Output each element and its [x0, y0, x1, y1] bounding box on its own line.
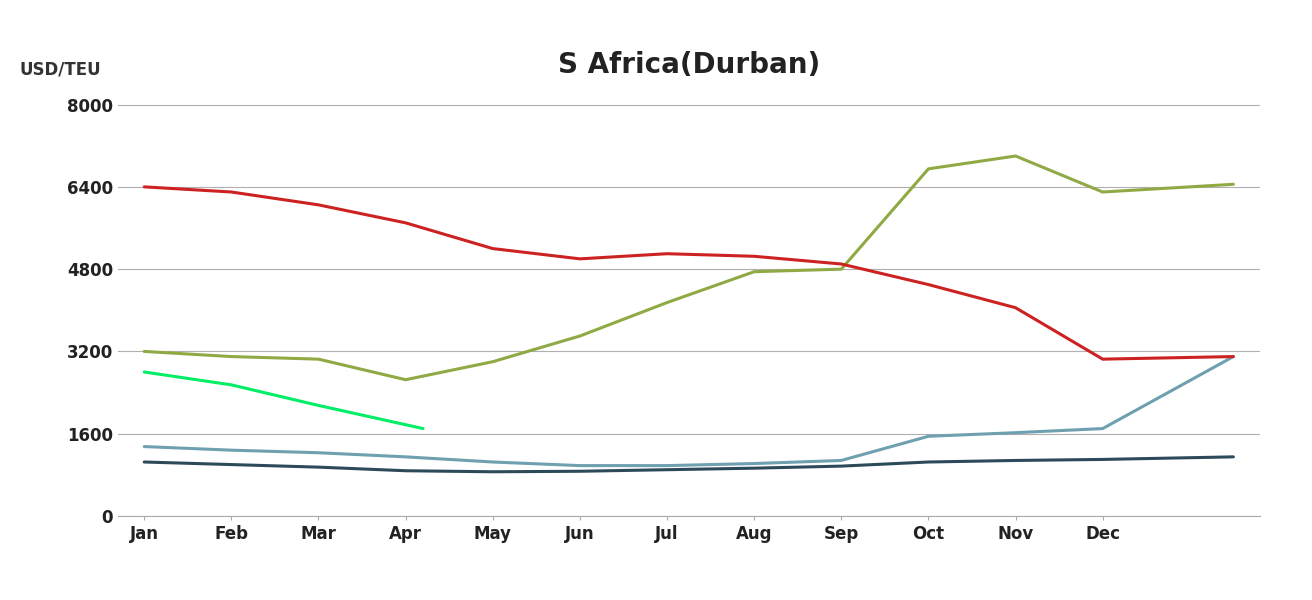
- 2019: [398, 467, 413, 475]
- 2021: [1225, 181, 1241, 188]
- 2020: [311, 449, 327, 457]
- 2020: [572, 462, 588, 469]
- 2022: [659, 250, 674, 257]
- 2020: [921, 433, 937, 440]
- 2022: [136, 183, 152, 190]
- 2021: [485, 358, 501, 365]
- 2022: [1225, 353, 1241, 360]
- 2020: [136, 443, 152, 450]
- 2019: [223, 461, 239, 468]
- 2019: [747, 464, 762, 472]
- 2023: [136, 368, 152, 376]
- 2022: [223, 188, 239, 196]
- 2021: [833, 266, 849, 273]
- Title: S Africa(Durban): S Africa(Durban): [558, 51, 820, 79]
- 2022: [1008, 304, 1023, 311]
- 2020: [485, 458, 501, 466]
- 2022: [485, 245, 501, 252]
- 2022: [572, 255, 588, 262]
- Line: 2023: 2023: [144, 372, 422, 428]
- 2021: [747, 268, 762, 275]
- 2019: [1094, 456, 1110, 463]
- 2021: [223, 353, 239, 360]
- 2020: [1225, 353, 1241, 360]
- 2019: [833, 463, 849, 470]
- 2019: [136, 458, 152, 466]
- 2021: [921, 165, 937, 172]
- Legend: 2019, 2020, 2021, 2022, 2023: 2019, 2020, 2021, 2022, 2023: [359, 594, 1018, 600]
- 2020: [223, 446, 239, 454]
- 2019: [1008, 457, 1023, 464]
- 2020: [1008, 429, 1023, 436]
- 2019: [1225, 453, 1241, 460]
- 2020: [747, 460, 762, 467]
- 2023: [415, 425, 430, 432]
- 2022: [398, 219, 413, 226]
- 2019: [921, 458, 937, 466]
- 2023: [223, 381, 239, 388]
- 2022: [1094, 356, 1110, 363]
- 2021: [659, 299, 674, 306]
- 2021: [572, 332, 588, 340]
- 2023: [311, 402, 327, 409]
- 2022: [833, 260, 849, 268]
- 2019: [659, 466, 674, 473]
- 2019: [572, 467, 588, 475]
- 2019: [485, 468, 501, 475]
- 2020: [833, 457, 849, 464]
- 2021: [398, 376, 413, 383]
- Line: 2019: 2019: [144, 457, 1233, 472]
- Text: USD/TEU: USD/TEU: [20, 60, 101, 78]
- 2020: [398, 453, 413, 460]
- Line: 2022: 2022: [144, 187, 1233, 359]
- 2020: [1094, 425, 1110, 432]
- Line: 2021: 2021: [144, 156, 1233, 380]
- Line: 2020: 2020: [144, 356, 1233, 466]
- 2019: [311, 464, 327, 471]
- 2022: [747, 253, 762, 260]
- 2020: [659, 462, 674, 469]
- 2021: [311, 356, 327, 363]
- 2022: [921, 281, 937, 288]
- 2021: [1008, 152, 1023, 160]
- 2021: [1094, 188, 1110, 196]
- 2022: [311, 201, 327, 208]
- 2021: [136, 348, 152, 355]
